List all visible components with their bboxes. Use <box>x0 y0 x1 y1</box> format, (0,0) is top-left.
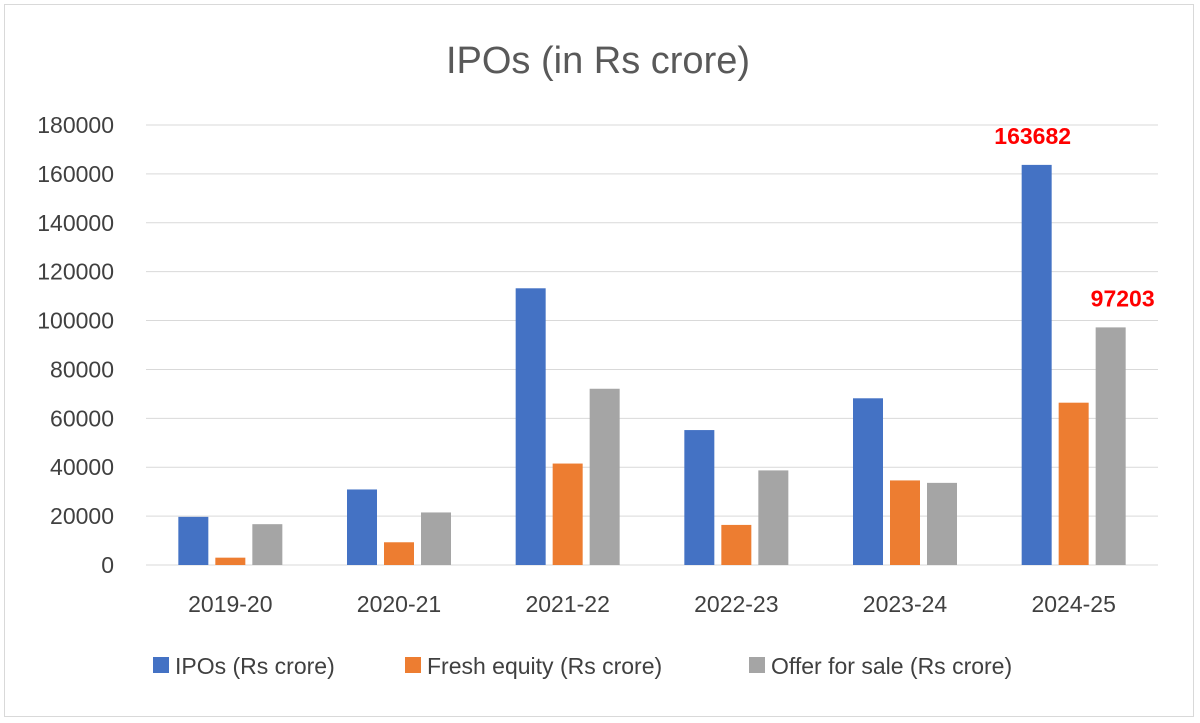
bar <box>721 524 752 565</box>
x-axis-tick-labels: 2019-20 2020-21 2021-22 2022-23 2023-24 2024-… <box>188 591 1116 617</box>
y-axis-tick-labels: 0 20000 40000 60000 80000 100000 120000 140000 1… <box>37 112 114 578</box>
x-tick-label: 2020-21 <box>357 591 441 617</box>
data-labels: 163682 97203 <box>994 123 1154 312</box>
bar <box>1058 402 1089 565</box>
y-tick-label: 140000 <box>37 210 114 236</box>
legend-swatch <box>749 657 765 673</box>
bar <box>589 388 620 565</box>
y-tick-label: 40000 <box>50 454 114 480</box>
bars <box>178 164 1126 566</box>
y-tick-label: 80000 <box>50 356 114 382</box>
bar <box>684 430 715 565</box>
bar <box>252 524 283 565</box>
y-tick-label: 160000 <box>37 161 114 187</box>
bar <box>347 489 377 565</box>
legend-label: Fresh equity (Rs crore) <box>427 653 662 679</box>
bar <box>178 516 209 565</box>
y-tick-label: 20000 <box>50 503 114 529</box>
x-tick-label: 2019-20 <box>188 591 272 617</box>
y-tick-label: 100000 <box>37 308 114 334</box>
legend-label: IPOs (Rs crore) <box>175 653 335 679</box>
data-label: 163682 <box>994 123 1071 149</box>
x-tick-label: 2023-24 <box>863 591 948 617</box>
bar <box>552 463 583 565</box>
y-tick-label: 60000 <box>50 405 114 431</box>
bar <box>1095 327 1126 565</box>
chart-title: IPOs (in Rs crore) <box>446 40 750 82</box>
x-tick-label: 2022-23 <box>694 591 778 617</box>
bar <box>927 482 957 565</box>
legend: IPOs (Rs crore) Fresh equity (Rs crore) Of… <box>153 653 1012 679</box>
chart-frame <box>4 4 1194 717</box>
bar <box>890 480 920 565</box>
data-label: 97203 <box>1091 285 1155 311</box>
y-tick-label: 0 <box>101 552 114 578</box>
x-tick-label: 2024-25 <box>1031 591 1115 617</box>
bar <box>384 542 414 565</box>
legend-swatch <box>153 657 169 673</box>
x-tick-label: 2021-22 <box>525 591 609 617</box>
y-tick-label: 180000 <box>37 112 114 138</box>
bar <box>515 288 546 565</box>
bar <box>215 557 246 565</box>
bar <box>853 398 883 565</box>
y-tick-label: 120000 <box>37 259 114 285</box>
bar <box>1021 164 1052 566</box>
bar <box>421 512 451 565</box>
legend-swatch <box>405 657 421 673</box>
legend-label: Offer for sale (Rs crore) <box>771 653 1012 679</box>
bar <box>758 470 789 565</box>
gridlines <box>146 124 1158 566</box>
